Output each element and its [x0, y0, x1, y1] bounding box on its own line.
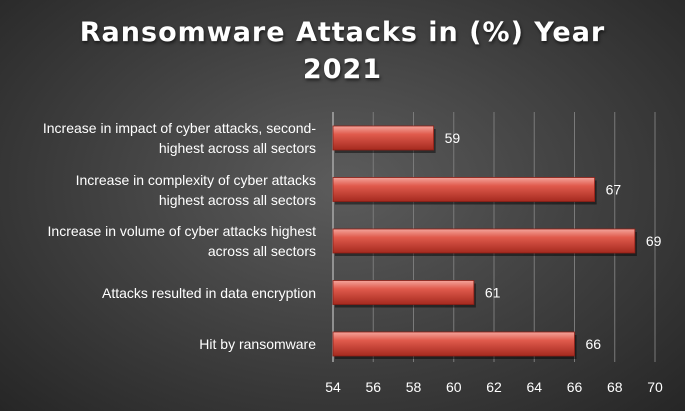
- bar: [332, 125, 435, 151]
- chart-title-line-1: Ransomware Attacks in (%) Year: [79, 17, 606, 48]
- x-tick-label: 66: [567, 379, 583, 395]
- x-tick-label: 58: [406, 379, 422, 395]
- x-tick-label: 68: [607, 379, 623, 395]
- category-label: Increase in impact of cyber attacks, sec…: [0, 118, 316, 158]
- category-label: Hit by ransomware: [0, 334, 316, 354]
- bar: [332, 331, 575, 357]
- bars: 59 67 69 61 66: [332, 125, 662, 359]
- bar-value-label: 61: [485, 285, 501, 301]
- x-tick-label: 60: [446, 379, 462, 395]
- category-label: Attacks resulted in data encryption: [0, 283, 316, 303]
- x-tick-label: 64: [526, 379, 542, 395]
- x-tick-label: 70: [647, 379, 663, 395]
- category-label-line: Increase in complexity of cyber attacks: [75, 171, 316, 188]
- x-axis-ticks: 54 56 58 60 62 64 66 68 70: [325, 379, 663, 395]
- chart-title: Ransomware Attacks in (%) Year 2021: [0, 14, 685, 88]
- bar: [332, 177, 596, 202]
- chart-title-line-2: 2021: [302, 54, 383, 85]
- x-tick-label: 54: [325, 379, 341, 395]
- bar-value-label: 59: [445, 130, 461, 146]
- x-tick-label: 62: [486, 379, 502, 395]
- category-label-line: Hit by ransomware: [199, 336, 316, 352]
- bar-value-label: 66: [586, 336, 602, 352]
- bar-value-label: 69: [646, 233, 662, 249]
- category-label-line: across all sectors: [207, 243, 316, 259]
- category-label-line: Increase in impact of cyber attacks, sec…: [42, 120, 316, 136]
- category-label: Increase in complexity of cyber attacks h…: [0, 170, 316, 210]
- bar: [332, 228, 636, 254]
- category-label-line: Increase in volume of cyber attacks high…: [47, 223, 316, 239]
- category-label-line: highest across all sectors: [158, 140, 316, 156]
- bar: [332, 280, 475, 305]
- bar-value-label: 67: [606, 182, 622, 198]
- category-label-line: highest across all sectors: [158, 191, 316, 208]
- x-tick-label: 56: [365, 379, 381, 395]
- category-label-line: Attacks resulted in data encryption: [101, 284, 316, 301]
- category-label: Increase in volume of cyber attacks high…: [0, 221, 316, 261]
